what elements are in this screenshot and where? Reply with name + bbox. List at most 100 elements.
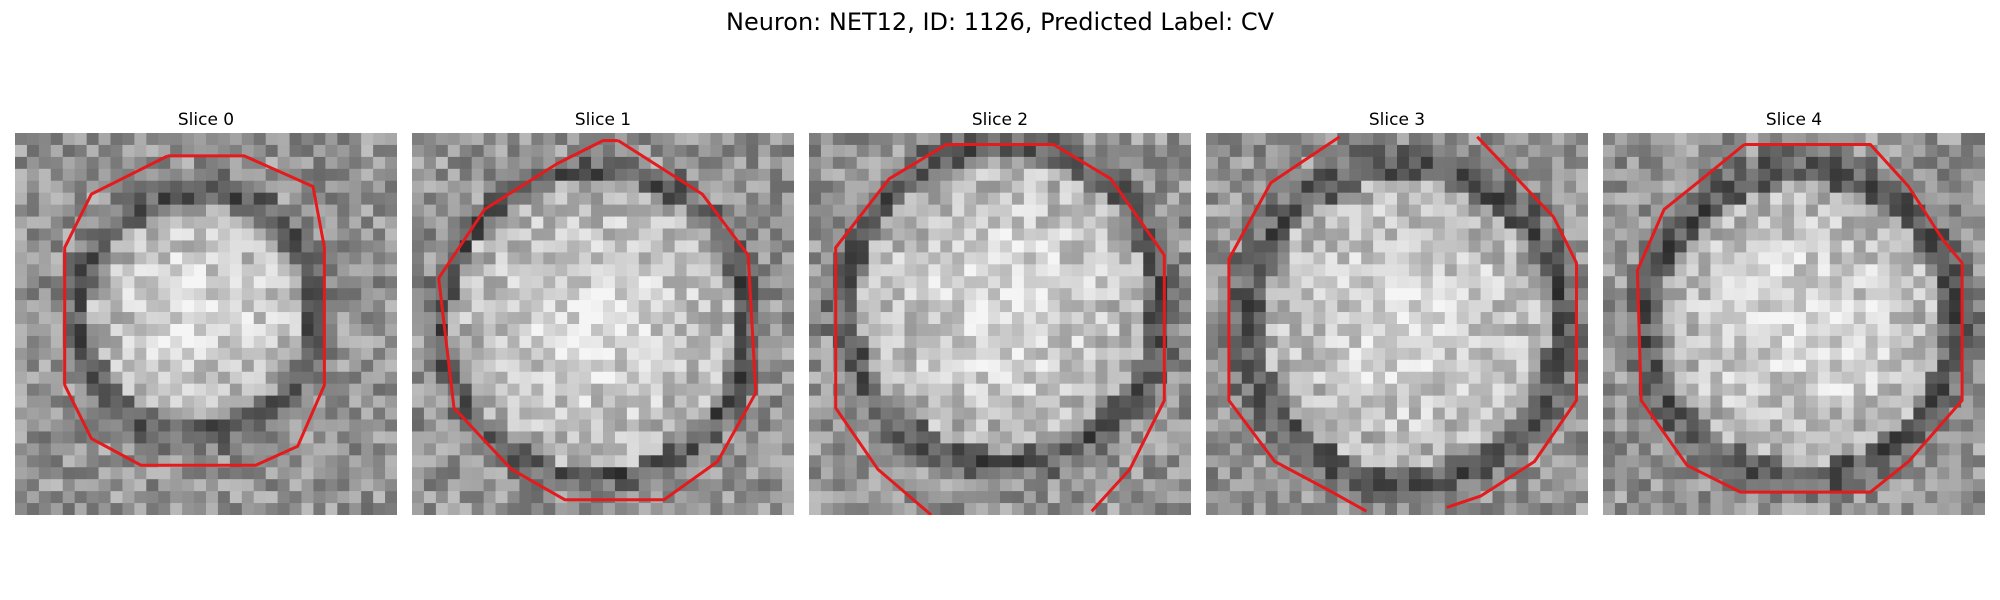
pixel xyxy=(904,264,918,277)
pixel xyxy=(1817,252,1831,265)
pixel xyxy=(1373,156,1386,170)
pixel xyxy=(1083,503,1097,515)
pixel xyxy=(471,144,485,158)
pixel xyxy=(1155,371,1168,385)
pixel xyxy=(1143,479,1156,492)
pixel xyxy=(1301,359,1315,373)
pixel xyxy=(1722,168,1735,182)
pixel xyxy=(1961,312,1974,325)
pixel xyxy=(1131,168,1144,182)
pixel xyxy=(301,335,315,349)
pixel xyxy=(1734,371,1747,385)
pixel xyxy=(976,240,989,253)
pixel xyxy=(1973,240,1985,253)
pixel xyxy=(662,204,676,218)
pixel xyxy=(1361,335,1374,349)
pixel xyxy=(758,347,771,361)
pixel xyxy=(1071,300,1085,313)
pixel xyxy=(904,312,918,325)
pixel xyxy=(1155,133,1168,146)
pixel xyxy=(820,467,834,480)
pixel xyxy=(447,491,461,504)
pixel xyxy=(1023,312,1037,325)
pixel xyxy=(1480,156,1494,170)
pixel xyxy=(110,156,124,170)
pixel xyxy=(710,264,723,277)
pixel xyxy=(1131,503,1144,515)
pixel xyxy=(519,407,532,421)
pixel xyxy=(820,419,834,433)
pixel xyxy=(385,168,397,182)
pixel xyxy=(1564,180,1577,194)
pixel xyxy=(15,383,28,397)
pixel xyxy=(1408,156,1422,170)
pixel xyxy=(1131,312,1144,325)
pixel xyxy=(1337,264,1350,277)
pixel xyxy=(856,479,870,492)
pixel xyxy=(1889,383,1903,397)
pixel xyxy=(122,252,135,265)
pixel xyxy=(98,276,112,289)
pixel xyxy=(170,204,183,218)
pixel xyxy=(1011,264,1025,277)
pixel xyxy=(880,276,894,289)
pixel xyxy=(1662,324,1676,337)
pixel xyxy=(423,204,437,218)
pixel xyxy=(1229,443,1243,456)
pixel xyxy=(447,180,461,194)
pixel xyxy=(603,216,616,230)
pixel xyxy=(1841,324,1855,337)
pixel xyxy=(385,276,397,289)
pixel xyxy=(349,288,362,301)
pixel xyxy=(1059,288,1073,301)
pixel xyxy=(519,156,532,170)
pixel xyxy=(435,395,449,409)
pixel xyxy=(313,407,326,421)
pixel xyxy=(110,204,124,218)
pixel xyxy=(1432,180,1446,194)
pixel xyxy=(182,395,195,409)
pixel xyxy=(1385,371,1398,385)
pixel xyxy=(1456,276,1470,289)
pixel xyxy=(892,419,906,433)
pixel xyxy=(361,300,374,313)
pixel xyxy=(1313,228,1326,242)
pixel xyxy=(1241,431,1255,444)
pixel xyxy=(1925,288,1938,301)
pixel xyxy=(1901,264,1914,277)
pixel xyxy=(1420,335,1434,349)
pixel xyxy=(555,288,568,301)
pixel xyxy=(614,443,628,456)
pixel xyxy=(543,371,556,385)
pixel xyxy=(1289,228,1303,242)
pixel xyxy=(531,419,544,433)
pixel xyxy=(50,156,64,170)
pixel xyxy=(976,431,989,444)
pixel xyxy=(1035,168,1049,182)
pixel xyxy=(844,264,858,277)
pixel xyxy=(1746,276,1759,289)
pixel xyxy=(217,479,231,492)
pixel xyxy=(1277,443,1291,456)
pixel xyxy=(1480,371,1494,385)
pixel xyxy=(952,347,965,361)
pixel xyxy=(1913,180,1926,194)
pixel xyxy=(1444,288,1458,301)
pixel xyxy=(194,347,207,361)
pixel xyxy=(1516,180,1529,194)
pixel xyxy=(1083,204,1097,218)
pixel xyxy=(1253,455,1267,468)
pixel xyxy=(531,312,544,325)
pixel xyxy=(1925,347,1938,361)
pixel xyxy=(591,455,604,468)
pixel xyxy=(662,240,676,253)
pixel xyxy=(1889,395,1903,409)
pixel xyxy=(964,431,977,444)
pixel xyxy=(1603,371,1616,385)
pixel xyxy=(856,359,870,373)
pixel xyxy=(1889,216,1903,230)
pixel xyxy=(158,503,171,515)
pixel xyxy=(1420,491,1434,504)
pixel xyxy=(194,252,207,265)
pixel xyxy=(782,264,794,277)
